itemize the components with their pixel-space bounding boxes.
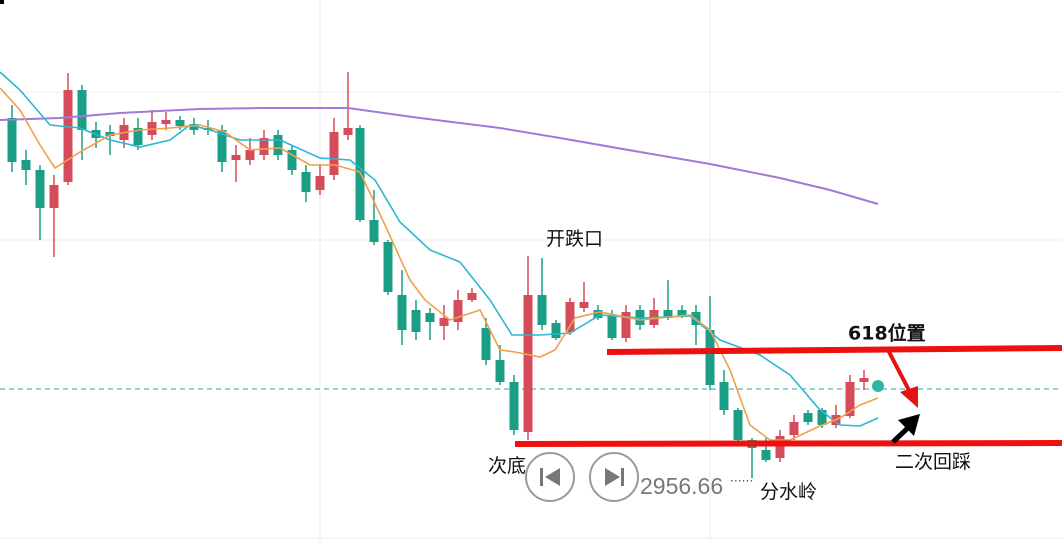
annotation: 二次回踩 bbox=[895, 451, 971, 473]
candle-body bbox=[593, 310, 603, 318]
candle-body bbox=[537, 295, 547, 325]
red-arrow bbox=[886, 349, 918, 408]
ma-cyan bbox=[0, 71, 879, 427]
candle-body bbox=[231, 155, 241, 160]
candle-body bbox=[565, 302, 575, 332]
candle-body bbox=[287, 150, 297, 170]
candle-body bbox=[551, 323, 561, 338]
candle-body bbox=[803, 413, 813, 422]
candle-body bbox=[77, 90, 87, 130]
next-button[interactable] bbox=[589, 452, 639, 502]
ellipsis: ...... bbox=[730, 469, 753, 485]
candle-body bbox=[467, 293, 477, 300]
candle-body bbox=[63, 90, 73, 182]
ma-purple bbox=[0, 107, 879, 205]
candle-body bbox=[453, 300, 463, 322]
candle-body bbox=[133, 128, 143, 145]
corner-mark bbox=[0, 0, 4, 4]
candle-body bbox=[481, 328, 491, 360]
candle-body bbox=[189, 124, 199, 130]
ma-orange bbox=[0, 87, 879, 441]
candle-body bbox=[495, 360, 505, 382]
candle-body bbox=[397, 295, 407, 330]
candle-body bbox=[859, 378, 869, 382]
level-bottom bbox=[514, 440, 1062, 447]
candle-body bbox=[733, 410, 743, 440]
candle-body bbox=[343, 128, 353, 135]
level-618 bbox=[606, 345, 1062, 355]
candle-body bbox=[245, 150, 255, 160]
candle-body bbox=[35, 170, 45, 208]
candle-body bbox=[411, 310, 421, 332]
annotation: 分水岭 bbox=[760, 481, 817, 503]
candle-body bbox=[439, 318, 449, 326]
candle-body bbox=[509, 382, 519, 430]
annotation: 开跌口 bbox=[546, 228, 603, 250]
candle-body bbox=[175, 120, 185, 126]
candle-body bbox=[817, 410, 827, 425]
candle-body bbox=[705, 330, 715, 385]
candle-body bbox=[7, 118, 17, 162]
candle-body bbox=[21, 160, 31, 170]
current-dot bbox=[872, 380, 884, 392]
annotation: 次底 bbox=[488, 455, 526, 477]
candle-body bbox=[301, 172, 311, 192]
candle-body bbox=[579, 302, 589, 308]
levels bbox=[514, 345, 1062, 447]
candle-body bbox=[789, 422, 799, 435]
candle-body bbox=[315, 176, 325, 190]
candle-body bbox=[355, 128, 365, 220]
prev-button[interactable] bbox=[525, 452, 575, 502]
candle-body bbox=[105, 132, 115, 136]
candle-body bbox=[761, 450, 771, 460]
candles bbox=[7, 72, 869, 478]
candle-body bbox=[719, 382, 729, 410]
candle-body bbox=[369, 220, 379, 242]
candle-body bbox=[383, 242, 393, 292]
candle-body bbox=[775, 436, 785, 458]
candle-body bbox=[273, 135, 283, 155]
candle-body bbox=[329, 132, 339, 175]
annotation: 618位置 bbox=[848, 322, 926, 345]
candle-body bbox=[259, 138, 269, 155]
candle-body bbox=[607, 315, 617, 338]
candle-body bbox=[49, 185, 59, 208]
candle-body bbox=[663, 310, 673, 318]
candle-body bbox=[217, 130, 227, 162]
candle-body bbox=[523, 295, 533, 432]
candle-body bbox=[677, 310, 687, 316]
price-label: 2956.66 bbox=[640, 473, 723, 499]
candle-body bbox=[425, 313, 435, 322]
black-arrow bbox=[891, 414, 920, 444]
candle-body bbox=[621, 312, 631, 338]
candle-body bbox=[845, 382, 855, 416]
candle-body bbox=[161, 120, 171, 124]
